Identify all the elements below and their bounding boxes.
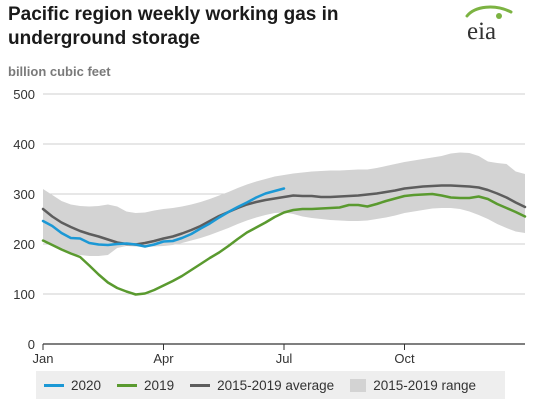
legend-swatch (190, 383, 211, 387)
x-tick-label: Jan (33, 351, 54, 366)
logo-text: eia (467, 18, 496, 44)
y-tick-label: 500 (13, 87, 35, 102)
legend: 2020 2019 2015-2019 average 2015-2019 range (36, 371, 505, 399)
legend-swatch (44, 383, 64, 387)
legend-item-avg: 2015-2019 average (190, 378, 334, 393)
legend-label: 2015-2019 average (217, 377, 335, 393)
x-tick-label: Oct (394, 351, 415, 366)
logo-dot (496, 13, 502, 19)
x-tick-label: Jul (276, 351, 293, 366)
eia-logo: eia (465, 5, 513, 44)
logo-swoosh (465, 5, 513, 18)
legend-label: 2019 (144, 377, 175, 393)
y-tick-label: 300 (13, 187, 35, 202)
legend-swatch (117, 383, 138, 387)
legend-swatch (350, 378, 367, 392)
legend-item-s2020: 2020 (44, 378, 101, 393)
y-tick-label: 200 (13, 237, 35, 252)
legend-label: 2015-2019 range (373, 377, 477, 393)
legend-item-range: 2015-2019 range (350, 378, 476, 393)
legend-label: 2020 (71, 377, 102, 393)
y-tick-label: 100 (13, 287, 35, 302)
x-tick-label: Apr (153, 351, 174, 366)
legend-item-s2019: 2019 (117, 378, 174, 393)
range-band (43, 152, 525, 256)
y-tick-label: 400 (13, 137, 35, 152)
series-line-s2020 (41, 187, 286, 248)
y-axis-units: billion cubic feet (8, 64, 111, 79)
y-tick-label: 0 (28, 337, 35, 352)
chart-title: Pacific region weekly working gas in und… (8, 4, 339, 49)
series-line-s2019 (41, 192, 527, 296)
